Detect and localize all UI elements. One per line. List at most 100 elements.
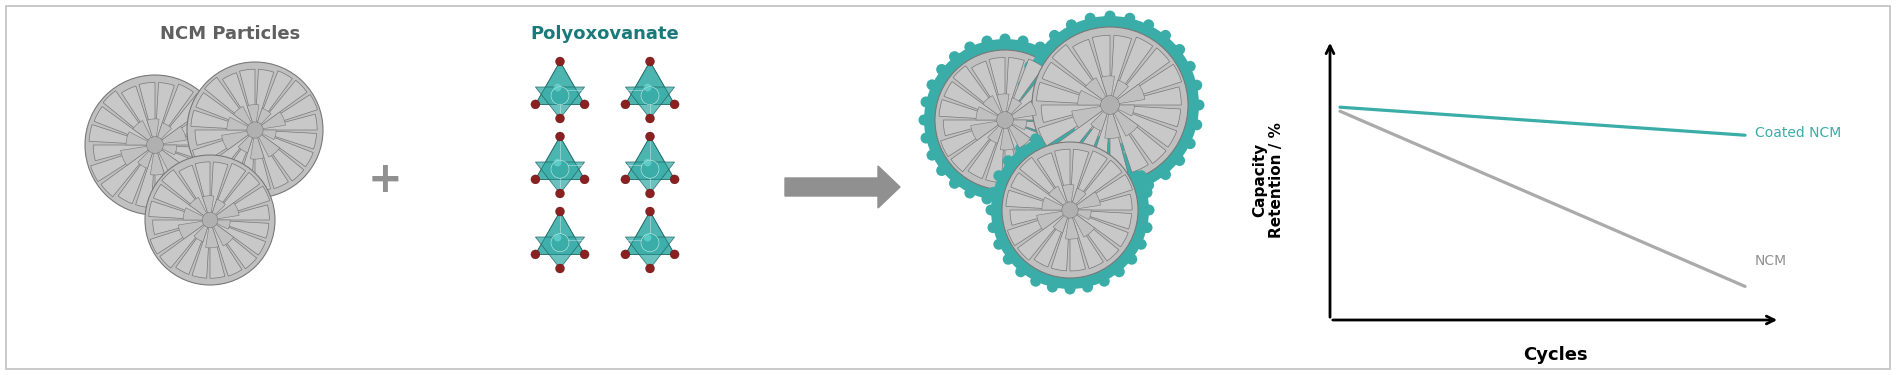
Wedge shape (944, 120, 1005, 136)
Circle shape (997, 112, 1012, 128)
Circle shape (1064, 165, 1073, 176)
Wedge shape (191, 130, 254, 166)
Circle shape (1126, 155, 1138, 166)
Wedge shape (246, 105, 260, 130)
Circle shape (1016, 99, 1026, 111)
Wedge shape (254, 130, 288, 189)
Polygon shape (626, 87, 675, 118)
Circle shape (1124, 13, 1136, 24)
Wedge shape (1052, 210, 1069, 232)
Circle shape (641, 160, 660, 178)
Circle shape (1083, 128, 1094, 138)
Wedge shape (254, 130, 303, 181)
Text: NCM Particles: NCM Particles (159, 25, 300, 43)
Wedge shape (1005, 120, 1028, 130)
Wedge shape (203, 196, 214, 220)
Wedge shape (1011, 172, 1069, 210)
Wedge shape (220, 130, 254, 187)
Wedge shape (1105, 105, 1121, 138)
Wedge shape (1109, 105, 1128, 175)
Circle shape (1048, 30, 1060, 41)
Circle shape (1003, 254, 1014, 265)
Circle shape (1035, 155, 1047, 166)
Wedge shape (1011, 210, 1069, 225)
Circle shape (1100, 276, 1109, 286)
Wedge shape (254, 71, 292, 130)
Circle shape (918, 114, 929, 126)
Circle shape (641, 87, 660, 105)
Wedge shape (222, 130, 254, 150)
Circle shape (1064, 126, 1075, 136)
Circle shape (1141, 187, 1153, 198)
Wedge shape (1050, 210, 1069, 271)
Wedge shape (191, 110, 254, 130)
Wedge shape (990, 57, 1005, 120)
Circle shape (1141, 222, 1153, 233)
Wedge shape (155, 123, 171, 145)
Polygon shape (535, 136, 584, 179)
Wedge shape (254, 130, 313, 167)
Circle shape (1001, 142, 1138, 278)
Wedge shape (1109, 105, 1166, 164)
Circle shape (1185, 138, 1196, 149)
Circle shape (580, 100, 590, 109)
Circle shape (927, 150, 937, 160)
Wedge shape (121, 86, 155, 145)
Circle shape (531, 250, 540, 259)
Circle shape (669, 175, 679, 184)
Wedge shape (1041, 197, 1069, 210)
Wedge shape (150, 220, 210, 254)
Polygon shape (626, 162, 675, 194)
Circle shape (988, 222, 999, 233)
Wedge shape (1069, 210, 1094, 237)
Circle shape (669, 100, 679, 109)
Circle shape (556, 264, 565, 273)
Circle shape (1124, 186, 1136, 197)
Wedge shape (1005, 120, 1056, 172)
Circle shape (965, 42, 975, 53)
Circle shape (645, 159, 652, 166)
Circle shape (1191, 80, 1202, 91)
Wedge shape (237, 130, 254, 191)
Circle shape (1014, 143, 1026, 154)
Polygon shape (626, 136, 675, 179)
Wedge shape (155, 145, 171, 208)
Wedge shape (1109, 105, 1138, 136)
Circle shape (1081, 114, 1092, 126)
Polygon shape (626, 237, 675, 268)
Wedge shape (155, 94, 209, 145)
Circle shape (1113, 143, 1124, 154)
Circle shape (556, 57, 565, 66)
Wedge shape (1018, 210, 1069, 260)
Wedge shape (1020, 157, 1069, 210)
Circle shape (999, 33, 1011, 45)
Wedge shape (1109, 84, 1145, 105)
Text: Cycles: Cycles (1522, 346, 1587, 364)
Circle shape (645, 264, 654, 273)
Wedge shape (1069, 192, 1100, 210)
Wedge shape (155, 145, 205, 198)
Circle shape (1048, 169, 1060, 180)
Wedge shape (155, 82, 174, 145)
Wedge shape (210, 199, 226, 220)
Wedge shape (1088, 105, 1109, 175)
Wedge shape (976, 107, 1005, 120)
Wedge shape (205, 220, 218, 248)
Wedge shape (95, 106, 155, 145)
Wedge shape (1109, 105, 1134, 116)
Circle shape (620, 175, 629, 184)
Wedge shape (1041, 105, 1109, 123)
Wedge shape (210, 220, 269, 238)
Wedge shape (1092, 35, 1109, 105)
Circle shape (1083, 282, 1094, 292)
Wedge shape (239, 130, 254, 153)
Circle shape (1079, 132, 1090, 144)
Wedge shape (210, 172, 260, 220)
Text: Capacity
Retention / %: Capacity Retention / % (1251, 122, 1284, 238)
Circle shape (645, 132, 654, 141)
Circle shape (1136, 239, 1147, 250)
Circle shape (1085, 13, 1096, 24)
Wedge shape (254, 114, 317, 130)
Wedge shape (1069, 105, 1109, 170)
Wedge shape (161, 170, 210, 220)
